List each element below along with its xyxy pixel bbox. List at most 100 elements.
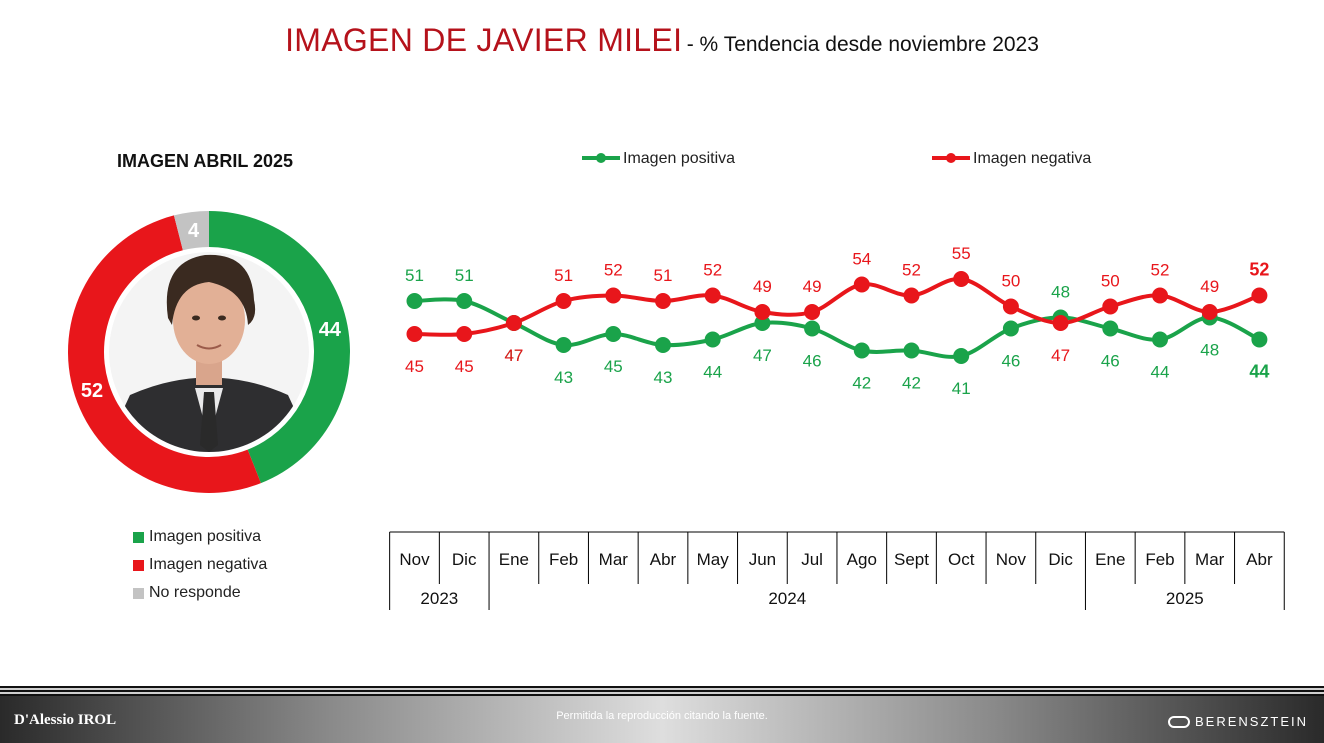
point-imagen-positiva — [406, 293, 423, 309]
berensztein-logo-text: BERENSZTEIN — [1194, 714, 1308, 729]
x-tick-label: Nov — [996, 550, 1027, 569]
data-label-imagen-positiva: 47 — [504, 346, 523, 365]
point-imagen-negativa — [903, 287, 920, 304]
legend-label-imagen-positiva: Imagen positiva — [623, 150, 735, 167]
x-tick-label: May — [697, 550, 730, 569]
data-label-imagen-negativa: 52 — [703, 261, 722, 280]
point-imagen-positiva — [953, 348, 970, 364]
donut-label-imagen-negativa: 52 — [81, 380, 103, 402]
point-imagen-negativa — [1201, 304, 1218, 320]
legend-item-negativa: Imagen negativa — [133, 551, 267, 579]
point-imagen-negativa — [555, 293, 572, 309]
donut-title: IMAGEN ABRIL 2025 — [117, 151, 294, 171]
data-label-imagen-negativa: 52 — [1249, 260, 1269, 280]
legend-swatch-negativa — [133, 559, 144, 571]
series-line-imagen-negativa — [414, 276, 1261, 337]
legend-item-no-responde: No responde — [133, 579, 267, 607]
donut-legend: Imagen positiva Imagen negativa No respo… — [133, 523, 267, 607]
x-tick-label: Ene — [1095, 550, 1125, 569]
donut-label-imagen-positiva: 44 — [319, 319, 342, 341]
x-tick-label: Sept — [894, 550, 929, 569]
data-label-imagen-positiva: 44 — [1151, 363, 1170, 382]
x-tick-label: Ago — [847, 550, 877, 569]
legend-label-positiva: Imagen positiva — [149, 528, 262, 545]
legend-label-no-responde: No responde — [149, 584, 241, 601]
data-label-imagen-positiva: 46 — [1001, 352, 1020, 371]
x-tick-label: Mar — [599, 550, 629, 569]
data-label-imagen-negativa: 49 — [753, 277, 772, 296]
data-label-imagen-positiva: 43 — [654, 368, 673, 387]
dalessio-logo: D'Alessio IROL — [14, 712, 117, 728]
data-label-imagen-negativa: 50 — [1001, 272, 1020, 291]
legend-swatch-no-responde — [133, 587, 144, 599]
data-label-imagen-negativa: 50 — [1101, 272, 1120, 291]
point-imagen-positiva — [1102, 320, 1119, 337]
x-year-label: 2024 — [768, 589, 806, 608]
x-tick-label: Feb — [549, 550, 578, 569]
legend-marker-imagen-negativa — [946, 153, 956, 163]
data-label-imagen-positiva: 46 — [1101, 352, 1120, 371]
x-tick-label: Dic — [452, 550, 477, 569]
point-imagen-negativa — [1251, 287, 1268, 304]
donut-slice-imagen-positiva — [209, 211, 350, 484]
data-label-imagen-negativa: 51 — [554, 266, 573, 285]
data-label-imagen-negativa: 52 — [1151, 261, 1170, 280]
x-tick-label: Nov — [399, 550, 430, 569]
x-tick-label: Jun — [749, 550, 776, 569]
x-tick-label: Ene — [499, 550, 529, 569]
point-imagen-negativa — [1152, 287, 1168, 304]
x-tick-label: Dic — [1048, 550, 1073, 569]
data-label-imagen-positiva: 42 — [902, 374, 921, 393]
data-label-imagen-positiva: 41 — [952, 379, 971, 398]
footer-stripes — [0, 686, 1324, 696]
point-imagen-negativa — [704, 287, 721, 304]
x-tick-label: Mar — [1195, 550, 1225, 569]
page-title: IMAGEN DE JAVIER MILEI - % Tendencia des… — [0, 22, 1324, 59]
donut-slice-no-responde — [173, 211, 209, 251]
data-label-imagen-positiva: 44 — [703, 363, 722, 382]
point-imagen-positiva — [903, 342, 920, 359]
data-label-imagen-negativa: 45 — [455, 357, 474, 376]
point-imagen-positiva — [605, 326, 622, 342]
berensztein-logo: BERENSZTEIN — [1167, 714, 1308, 729]
data-label-imagen-negativa: 51 — [654, 266, 673, 285]
point-imagen-negativa — [953, 271, 970, 287]
data-label-imagen-negativa: 49 — [803, 277, 822, 296]
data-label-imagen-positiva: 47 — [753, 346, 772, 365]
donut-chart: 44 52 4 — [67, 211, 350, 494]
data-label-imagen-negativa: 49 — [1200, 277, 1219, 296]
data-label-imagen-positiva: 43 — [554, 368, 573, 387]
data-label-imagen-negativa: 52 — [902, 261, 921, 280]
donut-label-no-responde: 4 — [188, 220, 200, 242]
legend-label-negativa: Imagen negativa — [149, 556, 268, 573]
point-imagen-positiva — [655, 337, 671, 353]
berensztein-mark-icon — [1167, 715, 1190, 728]
point-imagen-negativa — [505, 315, 522, 331]
footer-bar: D'Alessio IROL Permitida la reproducción… — [0, 686, 1324, 743]
data-label-imagen-positiva: 45 — [604, 357, 623, 376]
point-imagen-negativa — [754, 304, 771, 320]
point-imagen-negativa — [853, 276, 870, 293]
point-imagen-negativa — [655, 293, 671, 309]
data-label-imagen-positiva: 44 — [1249, 362, 1269, 382]
x-tick-label: Oct — [948, 550, 975, 569]
data-label-imagen-negativa: 52 — [604, 261, 623, 280]
point-imagen-positiva — [804, 320, 821, 337]
data-label-imagen-negativa: 45 — [405, 357, 424, 376]
data-label-imagen-positiva: 48 — [1200, 341, 1219, 360]
point-imagen-negativa — [1052, 315, 1069, 331]
x-tick-label: Abr — [1246, 550, 1273, 569]
x-tick-label: Abr — [650, 550, 677, 569]
x-year-label: 2025 — [1166, 589, 1204, 608]
point-imagen-negativa — [1102, 298, 1119, 315]
legend-label-imagen-negativa: Imagen negativa — [973, 150, 1091, 167]
point-imagen-negativa — [456, 326, 473, 342]
point-imagen-negativa — [605, 287, 622, 304]
point-imagen-positiva — [704, 331, 721, 348]
x-tick-label: Jul — [801, 550, 823, 569]
donut-slice-imagen-negativa — [67, 215, 261, 494]
point-imagen-negativa — [406, 326, 423, 342]
data-label-imagen-positiva: 46 — [803, 352, 822, 371]
data-label-imagen-negativa: 55 — [952, 244, 971, 263]
x-tick-label: Feb — [1145, 550, 1174, 569]
